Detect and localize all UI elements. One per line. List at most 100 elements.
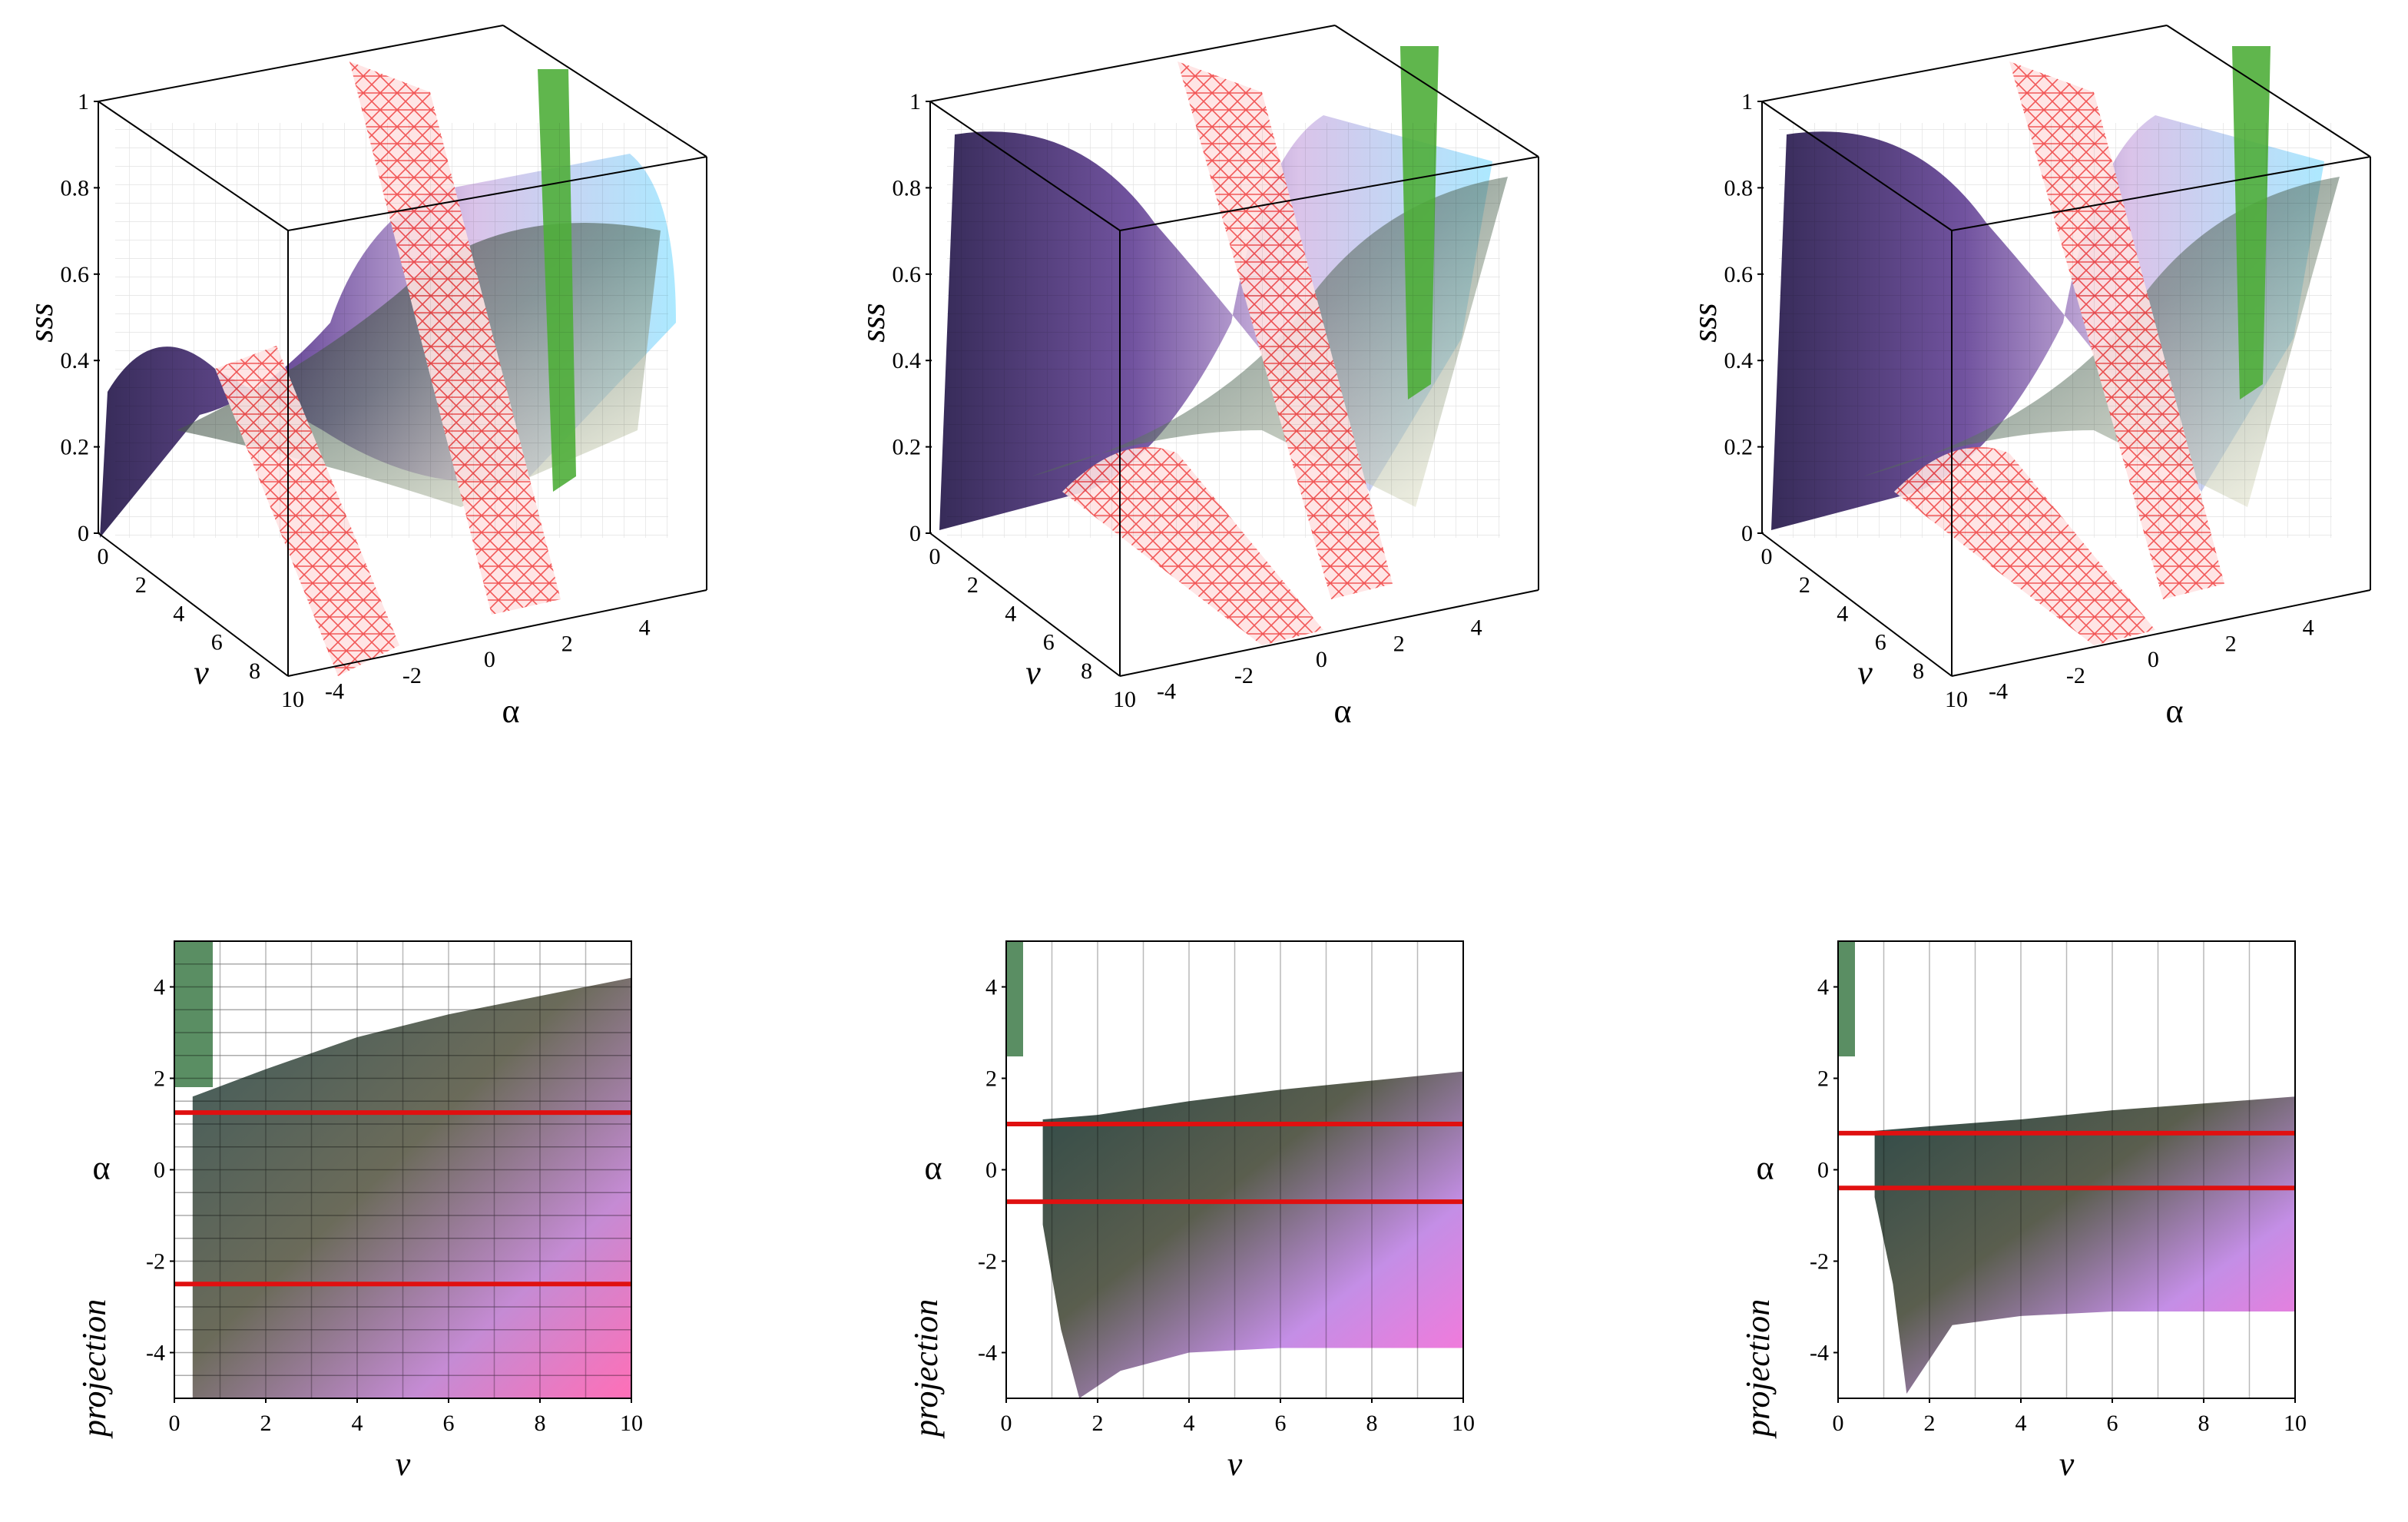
z-tick-label: 0.2 xyxy=(893,435,922,460)
z-tick-label: 0.8 xyxy=(61,175,90,201)
bounding-box xyxy=(929,25,1539,677)
v-tick-label: 6 xyxy=(1043,630,1055,655)
z-tick-label: 0.4 xyxy=(893,348,922,373)
z-tick-label: 1 xyxy=(909,89,921,114)
v-tick-label: 0 xyxy=(1761,544,1773,569)
z-tick-label: 0.6 xyxy=(1724,262,1754,287)
v-tick-label: 0 xyxy=(929,544,941,569)
alpha-tick-label: 0 xyxy=(1316,647,1327,672)
x-tick-label: 8 xyxy=(2198,1411,2210,1436)
projection-region xyxy=(192,977,631,1398)
alpha-tick-label: -4 xyxy=(1989,679,2008,705)
y-tick-label: 2 xyxy=(1817,1066,1829,1092)
projection-axis-label: projection xyxy=(75,1299,113,1439)
bounding-box xyxy=(98,25,707,677)
v-axis-label: v xyxy=(396,1445,411,1483)
z-tick-label: 0 xyxy=(1741,521,1753,546)
alpha-tick-label: 4 xyxy=(2303,615,2314,641)
v-tick-label: 8 xyxy=(249,658,260,684)
v-tick-label: 10 xyxy=(1113,687,1136,712)
z-tick-label: 1 xyxy=(78,89,89,114)
alpha-axis-label: α xyxy=(502,692,519,730)
v-axis-label: v xyxy=(1857,654,1873,691)
v-axis-label: v xyxy=(1025,654,1041,691)
v-tick-label: 2 xyxy=(1799,572,1810,598)
y-tick-label: -4 xyxy=(146,1341,165,1366)
x-tick-label: 2 xyxy=(1924,1411,1936,1436)
y-tick-label: 2 xyxy=(154,1066,165,1092)
x-tick-label: 8 xyxy=(1366,1411,1378,1436)
x-tick-label: 10 xyxy=(2284,1411,2307,1436)
v-tick-label: 10 xyxy=(281,687,304,712)
surface-plots-row: 00.20.40.60.81sss0246810v-4-2024α00.20.4… xyxy=(22,25,2371,730)
y-tick-label: 0 xyxy=(985,1158,997,1183)
surface-plot-2: 0 0.2 0.4 0.6 0.8 1 sss 0 2 4 6 8 10 v -4 -2 0 2 4 α xyxy=(854,25,1539,730)
v-tick-label: 8 xyxy=(1081,658,1092,684)
alpha-axis-label: α xyxy=(924,1149,942,1187)
x-tick-label: 0 xyxy=(1001,1411,1012,1436)
x-tick-label: 10 xyxy=(620,1411,643,1436)
surface-plot-1: 0 0.2 0.4 0.6 0.8 1 sss 0 2 4 6 8 10 v -4 -2 0 2 4 α xyxy=(22,25,707,730)
y-tick-label: -2 xyxy=(146,1249,165,1275)
z-tick-label: 1 xyxy=(1741,89,1753,114)
v-tick-label: 2 xyxy=(967,572,979,598)
x-tick-label: 8 xyxy=(535,1411,546,1436)
y-tick-label: 4 xyxy=(154,975,165,1000)
alpha-tick-label: 2 xyxy=(2225,631,2237,656)
alpha-axis-label: α xyxy=(92,1149,110,1187)
z-tick-label: 0 xyxy=(909,521,921,546)
alpha-tick-label: -4 xyxy=(1157,679,1176,705)
alpha-tick-label: -2 xyxy=(1234,663,1254,688)
z-axis-label: sss xyxy=(1686,303,1724,342)
alpha-tick-label: 4 xyxy=(639,615,651,641)
y-tick-label: 0 xyxy=(1817,1158,1829,1183)
x-tick-label: 0 xyxy=(169,1411,181,1436)
z-tick-label: 0.8 xyxy=(1724,175,1754,201)
y-tick-label: -2 xyxy=(1810,1249,1829,1275)
z-tick-label: 0 xyxy=(78,521,89,546)
v-tick-label: 10 xyxy=(1945,687,1968,712)
alpha-axis-label: α xyxy=(1333,692,1351,730)
x-tick-label: 2 xyxy=(1092,1411,1104,1436)
x-tick-label: 6 xyxy=(443,1411,455,1436)
z-tick-label: 0.6 xyxy=(61,262,90,287)
alpha-tick-label: -4 xyxy=(325,679,344,705)
alpha-tick-label: 4 xyxy=(1471,615,1482,641)
x-tick-label: 6 xyxy=(2107,1411,2118,1436)
surface-plot-3: 0 0.2 0.4 0.6 0.8 1 sss 0 2 4 6 8 10 v -4 -2 0 2 4 α xyxy=(1686,25,2371,730)
v-tick-label: 6 xyxy=(1875,630,1886,655)
alpha-tick-label: -2 xyxy=(2066,663,2085,688)
y-tick-label: 0 xyxy=(154,1158,165,1183)
alpha-tick-label: 2 xyxy=(561,631,573,656)
z-tick-label: 0.2 xyxy=(61,435,90,460)
y-tick-label: 4 xyxy=(985,975,997,1000)
surface-mesh xyxy=(939,46,1508,645)
projection-plot-3: 4 2 0 -2 -4 0 2 4 6 8 10 α projection v xyxy=(1739,940,2307,1483)
v-tick-label: 8 xyxy=(1913,658,1924,684)
surface-mesh xyxy=(100,61,676,676)
y-tick-label: -2 xyxy=(978,1249,997,1275)
projection-region xyxy=(1042,1071,1463,1398)
x-tick-label: 4 xyxy=(2015,1411,2027,1436)
v-tick-label: 6 xyxy=(211,630,223,655)
alpha-axis-label: α xyxy=(1756,1149,1774,1187)
projection-plot-1: 4 2 0 -2 -4 0 2 4 6 8 10 α projection v xyxy=(75,940,643,1483)
x-tick-label: 6 xyxy=(1275,1411,1287,1436)
v-axis-label: v xyxy=(194,654,209,691)
projection-axis-label: projection xyxy=(1739,1299,1777,1439)
alpha-tick-label: 0 xyxy=(2148,647,2159,672)
z-axis-label: sss xyxy=(22,303,60,342)
x-tick-label: 4 xyxy=(1184,1411,1195,1436)
z-axis-label: sss xyxy=(854,303,892,342)
z-tick-label: 0.4 xyxy=(61,348,90,373)
projection-plots-row: 4 2 0 -2 -4 0 2 4 6 8 10 α projection v 4 2 0 -2 -4 0 2 4 6 8 10… xyxy=(75,940,2307,1483)
v-tick-label: 2 xyxy=(135,572,147,598)
y-tick-label: -4 xyxy=(978,1341,997,1366)
y-tick-label: 4 xyxy=(1817,975,1829,1000)
projection-plot-2: 4 2 0 -2 -4 0 2 4 6 8 10 α projection v xyxy=(907,940,1475,1483)
alpha-axis-label: α xyxy=(2165,692,2183,730)
x-tick-label: 0 xyxy=(1833,1411,1844,1436)
surface-mesh xyxy=(1771,46,2340,645)
z-tick-label: 0.8 xyxy=(893,175,922,201)
